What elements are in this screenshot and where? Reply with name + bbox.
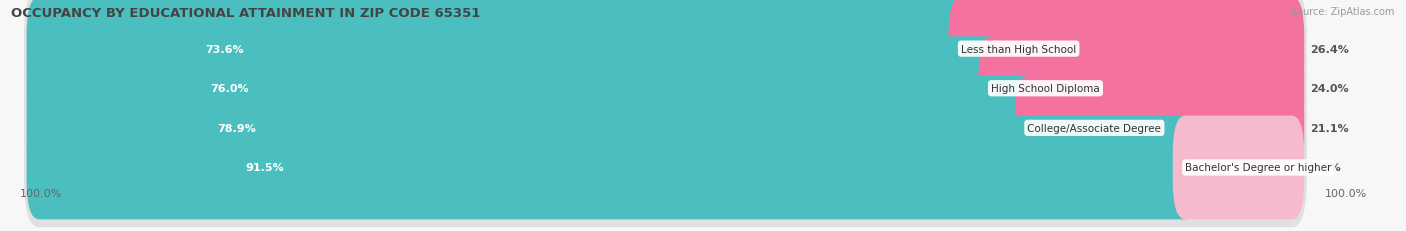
FancyBboxPatch shape — [1173, 116, 1305, 219]
FancyBboxPatch shape — [24, 0, 1306, 109]
FancyBboxPatch shape — [24, 29, 1306, 148]
FancyBboxPatch shape — [27, 77, 1040, 180]
FancyBboxPatch shape — [24, 108, 1306, 227]
FancyBboxPatch shape — [949, 0, 1305, 101]
FancyBboxPatch shape — [27, 0, 973, 101]
Text: 73.6%: 73.6% — [205, 44, 243, 54]
FancyBboxPatch shape — [979, 37, 1305, 140]
Text: Bachelor's Degree or higher: Bachelor's Degree or higher — [1185, 163, 1331, 173]
Text: High School Diploma: High School Diploma — [991, 84, 1099, 94]
FancyBboxPatch shape — [27, 116, 1198, 219]
Text: 91.5%: 91.5% — [246, 163, 284, 173]
FancyBboxPatch shape — [1015, 77, 1305, 180]
Text: 76.0%: 76.0% — [211, 84, 249, 94]
FancyBboxPatch shape — [27, 37, 1004, 140]
Text: 26.4%: 26.4% — [1310, 44, 1350, 54]
Text: 21.1%: 21.1% — [1310, 123, 1350, 133]
Text: OCCUPANCY BY EDUCATIONAL ATTAINMENT IN ZIP CODE 65351: OCCUPANCY BY EDUCATIONAL ATTAINMENT IN Z… — [11, 7, 481, 20]
FancyBboxPatch shape — [24, 69, 1306, 188]
Text: 78.9%: 78.9% — [217, 123, 256, 133]
Text: 100.0%: 100.0% — [1324, 189, 1367, 199]
Text: 24.0%: 24.0% — [1310, 84, 1350, 94]
Text: College/Associate Degree: College/Associate Degree — [1028, 123, 1161, 133]
Text: 8.5%: 8.5% — [1310, 163, 1341, 173]
Text: Less than High School: Less than High School — [962, 44, 1076, 54]
Text: Source: ZipAtlas.com: Source: ZipAtlas.com — [1291, 7, 1395, 17]
Text: 100.0%: 100.0% — [20, 189, 63, 199]
